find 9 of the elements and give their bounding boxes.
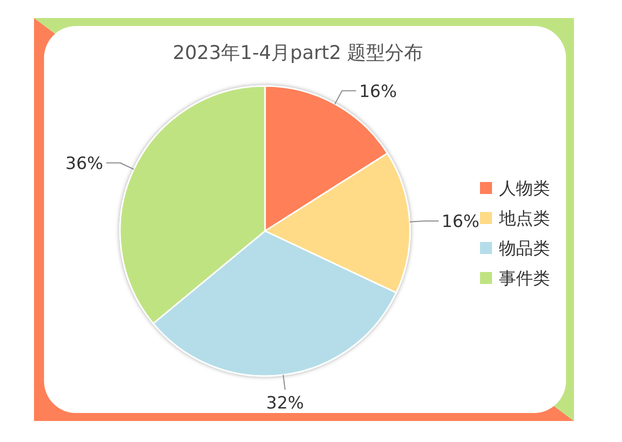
chart-title: 2023年1-4月part2 题型分布 bbox=[172, 42, 424, 64]
legend-label: 事件类 bbox=[499, 269, 550, 289]
data-label: 36% bbox=[65, 154, 104, 174]
data-label: 32% bbox=[266, 394, 304, 414]
data-label: 16% bbox=[442, 212, 480, 232]
legend-label: 地点类 bbox=[498, 209, 550, 229]
data-label: 16% bbox=[359, 82, 397, 102]
legend-label: 人物类 bbox=[499, 179, 550, 199]
legend-label: 物品类 bbox=[499, 239, 550, 259]
